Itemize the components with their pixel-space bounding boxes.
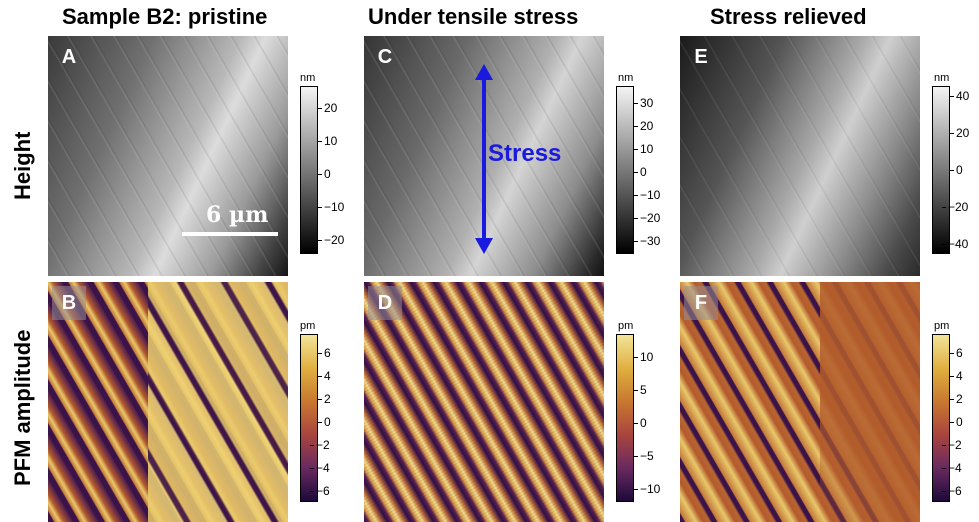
tick-label: −4: [942, 461, 962, 475]
tick-label: 10: [317, 134, 338, 148]
tick-label: −30: [633, 234, 661, 248]
colorbar-f: [932, 334, 950, 502]
column-title-relieved: Stress relieved: [710, 4, 867, 29]
tick-label: −40: [941, 237, 969, 251]
tick-label: 20: [317, 101, 338, 115]
tick-label: 30: [633, 96, 654, 110]
tick-label: −6: [942, 484, 962, 498]
tick-label: 6: [950, 346, 963, 360]
tick-label: −20: [941, 200, 969, 214]
tick-label: −10: [633, 188, 661, 202]
colorbar-unit-e: nm: [934, 72, 950, 84]
colorbar-unit-d: pm: [618, 320, 634, 332]
colorbar-c: [616, 86, 634, 254]
tick-label: 4: [318, 369, 331, 383]
colorbar-unit-a: nm: [300, 72, 316, 84]
tick-label: 0: [950, 163, 963, 177]
tick-label: 10: [633, 350, 654, 364]
tick-label: 10: [633, 142, 654, 156]
panel-letter-d: D: [368, 286, 402, 320]
colorbar-a: [300, 86, 318, 254]
height-image-e: E: [680, 36, 920, 276]
tick-label: 0: [318, 167, 331, 181]
stress-label: Stress: [488, 140, 562, 167]
tick-label: 5: [634, 383, 647, 397]
pfm-image-b: B: [48, 282, 288, 522]
tick-label: −2: [310, 438, 330, 452]
tick-label: 0: [950, 415, 963, 429]
tick-label: 0: [634, 416, 647, 430]
tick-label: 0: [634, 165, 647, 179]
pfm-image-f: F: [680, 282, 920, 522]
tick-label: 6: [318, 346, 331, 360]
column-title-tensile: Under tensile stress: [368, 4, 579, 29]
colorbar-d: [616, 334, 634, 502]
colorbar-unit-b: pm: [300, 320, 316, 332]
tick-label: −20: [633, 211, 661, 225]
panel-letter-a: A: [61, 45, 77, 68]
scale-bar: [182, 232, 278, 236]
colorbar-unit-f: pm: [934, 320, 950, 332]
tick-label: 20: [949, 126, 970, 140]
tick-label: 2: [950, 392, 963, 406]
tick-label: 0: [318, 415, 331, 429]
tick-label: −4: [310, 461, 330, 475]
colorbar-e: [932, 86, 950, 254]
tick-label: −10: [633, 482, 661, 496]
tick-label: −20: [317, 233, 345, 247]
panel-letter-f: F: [684, 286, 718, 320]
panel-letter-b: B: [52, 286, 86, 320]
colorbar-b: [300, 334, 318, 502]
row-title-height: Height: [10, 131, 35, 200]
colorbar-unit-c: nm: [618, 72, 634, 84]
column-title-pristine: Sample B2: pristine: [62, 4, 268, 29]
tick-label: 20: [633, 119, 654, 133]
tick-label: 4: [950, 369, 963, 383]
tick-label: −6: [310, 484, 330, 498]
tick-label: −2: [942, 438, 962, 452]
height-image-c: C Stress: [364, 36, 604, 276]
stress-arrow-icon: [475, 64, 493, 254]
tick-label: 40: [949, 89, 970, 103]
panel-letter-e: E: [694, 45, 708, 68]
height-image-a: A 6 µm: [48, 36, 288, 276]
tick-label: 2: [318, 392, 331, 406]
tick-label: −10: [317, 200, 345, 214]
pfm-image-d: D: [364, 282, 604, 522]
panel-letter-c: C: [377, 45, 393, 68]
scale-bar-label: 6 µm: [206, 202, 269, 228]
tick-label: −5: [634, 449, 654, 463]
row-title-pfm: PFM amplitude: [10, 329, 35, 486]
